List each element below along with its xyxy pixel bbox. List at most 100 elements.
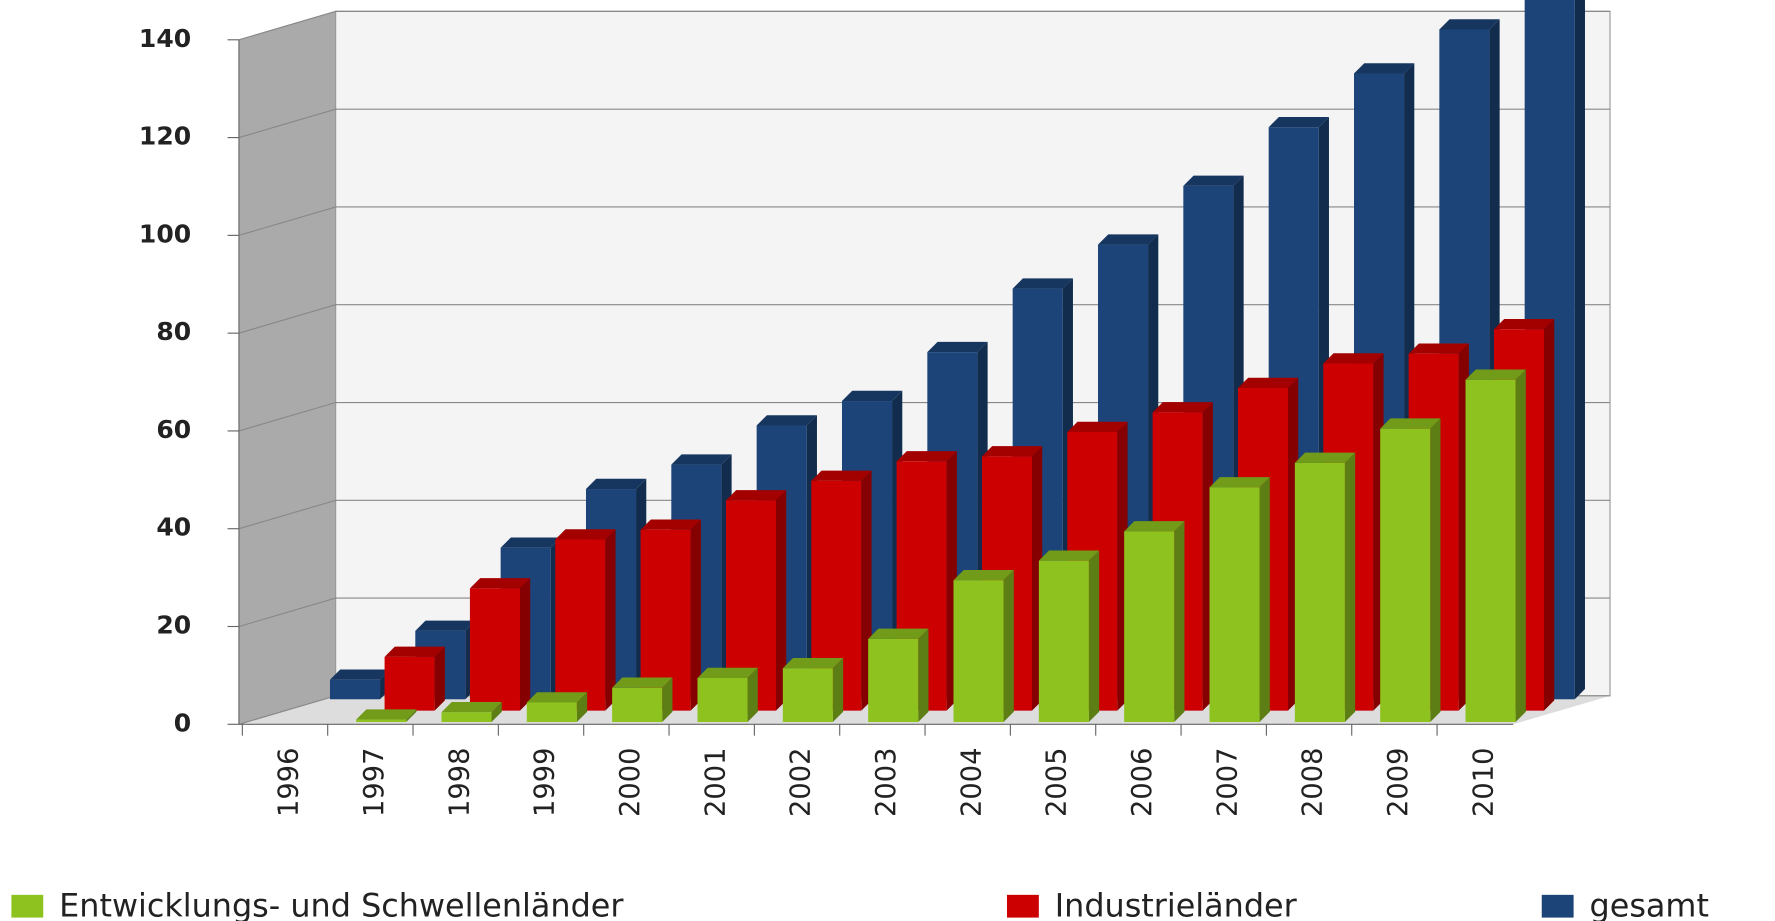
- x-tick-label: 2008: [1298, 748, 1329, 817]
- bar-top: [927, 341, 988, 353]
- x-tick-label: 2002: [786, 748, 817, 817]
- bar-top: [415, 620, 476, 631]
- bar-front: [441, 712, 492, 723]
- bar-side: [832, 658, 844, 723]
- bar-side: [918, 628, 929, 723]
- bar: [612, 677, 673, 723]
- bar-top: [953, 569, 1014, 581]
- bar-top: [555, 529, 616, 540]
- bar-side: [605, 529, 616, 711]
- bar-front: [526, 702, 577, 723]
- bar-side: [576, 692, 588, 723]
- bar-top: [1380, 418, 1441, 429]
- bar-top: [811, 470, 872, 481]
- bar: [441, 702, 502, 723]
- x-tick-label: 1996: [274, 748, 305, 817]
- bar-side: [775, 490, 787, 711]
- bar-top: [1237, 377, 1299, 388]
- bar-side: [690, 519, 701, 711]
- bar-side: [1259, 477, 1270, 723]
- y-tick-label: 80: [156, 317, 191, 346]
- bar: [526, 692, 588, 723]
- bar-side: [1430, 418, 1441, 723]
- bar-front: [868, 638, 919, 723]
- y-tick-label: 60: [156, 415, 191, 444]
- bar-top: [526, 692, 588, 703]
- bar-top: [356, 709, 417, 720]
- bar-top: [1408, 343, 1469, 354]
- bar-side: [406, 709, 417, 723]
- bar-side: [662, 677, 673, 723]
- bar-front: [469, 588, 520, 711]
- bar-front: [384, 656, 435, 711]
- legend-label: gesamt: [1590, 886, 1709, 921]
- bar-top: [1354, 63, 1415, 74]
- bar: [329, 669, 391, 700]
- y-tick-label: 140: [139, 24, 191, 53]
- x-tick-label: 1998: [444, 748, 475, 817]
- bar-top: [981, 446, 1043, 457]
- bar-side: [1003, 569, 1014, 723]
- grid-line: [238, 10, 1611, 41]
- x-tick-label: 2007: [1212, 748, 1243, 817]
- bar-front: [555, 539, 606, 711]
- bar: [1038, 550, 1100, 723]
- bar-front: [1465, 379, 1516, 723]
- bar-front: [1124, 531, 1175, 723]
- bar-top: [1124, 521, 1185, 532]
- bar-side: [434, 646, 445, 711]
- y-tick-label: 120: [139, 122, 191, 151]
- bar-top: [1152, 402, 1213, 413]
- legend-swatch: [11, 894, 44, 918]
- y-tick-label: 20: [156, 611, 191, 640]
- bar-side: [747, 667, 758, 723]
- bar-top: [1012, 278, 1073, 289]
- y-tick-label: 0: [174, 708, 191, 737]
- bar-top: [782, 658, 844, 669]
- bar-side: [491, 702, 502, 723]
- bar: [469, 578, 531, 711]
- bar-front: [697, 678, 748, 723]
- bar-side: [1088, 550, 1100, 723]
- bar-top: [1067, 421, 1128, 432]
- x-tick-label: 1999: [530, 748, 561, 817]
- bar: [782, 658, 844, 723]
- bar-top: [725, 490, 787, 501]
- bar-top: [1323, 353, 1384, 364]
- bar-front: [1294, 462, 1345, 723]
- bar-side: [1344, 452, 1356, 723]
- bar-side: [1544, 319, 1555, 711]
- bar-top: [841, 390, 903, 402]
- bar: [555, 529, 616, 711]
- bar-top: [1097, 234, 1159, 245]
- legend-swatch: [1541, 894, 1574, 918]
- bar-side: [1174, 521, 1185, 723]
- bar-side: [519, 578, 531, 711]
- bar: [1124, 521, 1185, 723]
- bar-top: [1493, 319, 1555, 330]
- bar-top: [697, 667, 758, 679]
- bar-top: [1268, 117, 1329, 128]
- x-tick-label: 2001: [700, 748, 731, 817]
- x-tick-label: 1997: [359, 748, 390, 817]
- bar-top: [441, 702, 502, 713]
- bar-top: [1439, 19, 1500, 30]
- x-tick-label: 2000: [615, 748, 646, 817]
- bar-top: [1209, 477, 1270, 488]
- bar-top: [1465, 369, 1526, 380]
- y-tick-label: 100: [139, 219, 191, 248]
- bar-top: [640, 519, 701, 530]
- bar: [1294, 452, 1356, 723]
- bar: [1380, 418, 1441, 723]
- bar-top: [671, 454, 732, 465]
- bar-top: [612, 677, 673, 688]
- x-tick-label: 2006: [1127, 748, 1158, 817]
- bar-top: [329, 669, 391, 680]
- x-tick-label: 2010: [1468, 748, 1499, 817]
- bar-top: [756, 415, 817, 426]
- bar-side: [1515, 369, 1526, 723]
- bar-top: [469, 578, 531, 589]
- x-tick-label: 2003: [871, 748, 902, 817]
- bar-top: [1294, 452, 1356, 463]
